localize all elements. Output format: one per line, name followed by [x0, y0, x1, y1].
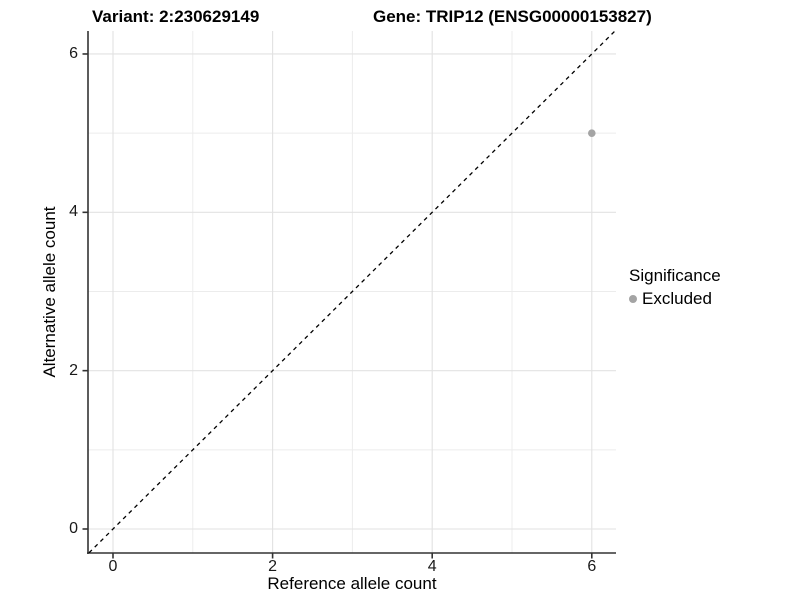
axes-group [82, 31, 616, 559]
y-tick-label: 6 [69, 44, 78, 62]
plot-title-variant: Variant: 2:230629149 [92, 7, 260, 26]
y-tick-label: 0 [69, 520, 78, 537]
legend: Significance Excluded [629, 266, 721, 309]
data-point [588, 129, 596, 137]
identity-line-group [88, 29, 617, 554]
x-tick-label: 0 [108, 558, 118, 575]
x-tick-label: 2 [268, 558, 278, 575]
y-axis-title: Alternative allele count [40, 206, 59, 378]
data-points-group [588, 129, 596, 137]
legend-entry: Excluded [629, 289, 721, 309]
legend-entries: Excluded [629, 289, 721, 309]
y-tick-label: 2 [69, 361, 78, 379]
x-tick-label: 6 [587, 558, 597, 575]
legend-entry-label: Excluded [642, 289, 712, 308]
x-axis-title: Reference allele count [267, 574, 437, 593]
plot-title-gene: Gene: TRIP12 (ENSG00000153827) [373, 7, 652, 26]
legend-title: Significance [629, 266, 721, 285]
x-tick-label: 4 [427, 558, 437, 575]
gridlines-group [88, 31, 616, 553]
legend-point-icon [629, 295, 637, 303]
identity-dashed-line [88, 29, 617, 554]
y-tick-label: 4 [69, 203, 78, 221]
